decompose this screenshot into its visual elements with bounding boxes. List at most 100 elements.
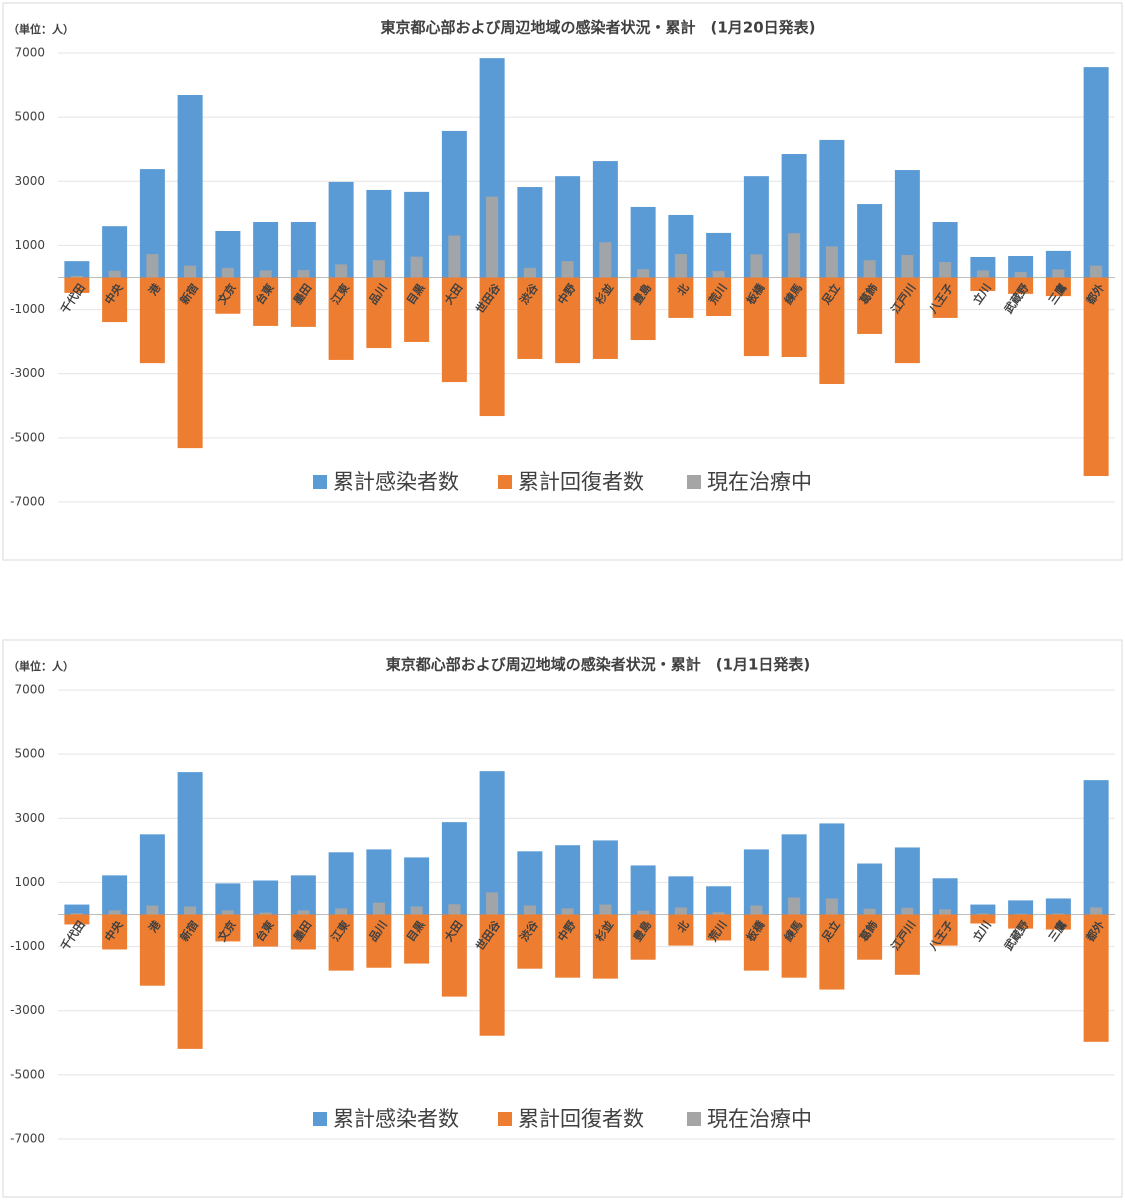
- y-tick-label: 5000: [14, 747, 45, 761]
- bar: [517, 851, 543, 915]
- bar: [259, 912, 272, 915]
- legend-swatch: [687, 1112, 701, 1126]
- bar: [1045, 914, 1071, 930]
- y-tick-label: 7000: [14, 683, 45, 697]
- bar: [1052, 913, 1065, 915]
- bar: [1008, 914, 1034, 929]
- bar: [894, 914, 920, 975]
- bar: [290, 875, 316, 915]
- bar: [750, 254, 763, 278]
- bar: [441, 822, 467, 915]
- chart-title: 東京都心部および周辺地域の感染者状況・累計 (1月1日発表): [386, 656, 811, 674]
- bar: [70, 913, 83, 915]
- legend-swatch: [313, 1112, 327, 1126]
- bar: [404, 857, 430, 915]
- legend-swatch: [498, 475, 512, 489]
- y-tick-label: -7000: [10, 1132, 45, 1146]
- bar: [328, 181, 354, 278]
- bar: [410, 256, 423, 278]
- bar: [221, 910, 234, 915]
- bar: [328, 277, 354, 360]
- y-tick-label: 1000: [14, 238, 45, 252]
- bar: [517, 277, 543, 359]
- bar: [894, 847, 920, 915]
- bar: [1090, 265, 1103, 278]
- bar: [146, 905, 159, 915]
- bar: [939, 262, 952, 278]
- bar: [108, 270, 121, 278]
- y-tick-label: 7000: [14, 46, 45, 60]
- bar: [146, 254, 159, 278]
- bar: [1090, 907, 1103, 915]
- bar: [366, 914, 392, 968]
- bar: [64, 904, 90, 915]
- bar: [863, 260, 876, 278]
- bar: [599, 242, 612, 278]
- bar: [215, 883, 241, 915]
- bar: [863, 908, 876, 915]
- bar: [1008, 256, 1034, 278]
- bar: [1008, 277, 1034, 294]
- bar: [1083, 780, 1109, 915]
- bar: [335, 264, 348, 278]
- legend-label: 累計回復者数: [518, 470, 644, 494]
- y-tick-label: 1000: [14, 875, 45, 889]
- bar: [64, 277, 90, 293]
- bar: [410, 906, 423, 915]
- bar: [139, 914, 165, 986]
- bar: [372, 260, 385, 278]
- legend-label: 累計感染者数: [333, 470, 459, 494]
- bar: [781, 277, 807, 358]
- bar: [592, 840, 618, 915]
- legend-label: 累計回復者数: [518, 1107, 644, 1131]
- bar: [1014, 913, 1027, 915]
- chart-title: 東京都心部および周辺地域の感染者状況・累計 (1月20日発表): [380, 19, 815, 37]
- bar: [215, 277, 241, 314]
- legend-swatch: [498, 1112, 512, 1126]
- bar: [970, 277, 996, 291]
- bar: [102, 226, 128, 278]
- bar: [64, 261, 90, 278]
- y-tick-label: -3000: [10, 1003, 45, 1017]
- bar: [668, 914, 694, 946]
- legend-swatch: [687, 475, 701, 489]
- bar: [706, 232, 732, 278]
- bar: [1083, 914, 1109, 1042]
- bar: [637, 269, 650, 278]
- bar: [1014, 272, 1027, 278]
- bar: [781, 914, 807, 978]
- bar: [366, 277, 392, 349]
- bar: [712, 271, 725, 278]
- bar: [184, 265, 197, 278]
- y-tick-label: -5000: [10, 1067, 45, 1081]
- bar: [743, 277, 769, 357]
- bar: [259, 270, 272, 278]
- bar: [706, 914, 732, 941]
- bar: [819, 914, 845, 990]
- bar: [750, 905, 763, 915]
- bar: [253, 880, 279, 915]
- bar: [1083, 67, 1109, 278]
- bar: [70, 275, 83, 278]
- bar: [517, 187, 543, 278]
- bar: [102, 914, 128, 950]
- bar: [630, 277, 656, 341]
- bar: [668, 277, 694, 318]
- bar: [674, 907, 687, 915]
- bar: [637, 910, 650, 915]
- legend-label: 現在治療中: [707, 1107, 812, 1131]
- bar: [901, 907, 914, 915]
- legend-label: 累計感染者数: [333, 1107, 459, 1131]
- y-tick-label: -1000: [10, 939, 45, 953]
- bar: [555, 845, 581, 915]
- bar: [177, 914, 203, 1049]
- bar: [177, 95, 203, 278]
- y-tick-label: 3000: [14, 811, 45, 825]
- bar: [857, 863, 883, 915]
- bar: [712, 912, 725, 915]
- bar: [486, 892, 499, 915]
- bar: [901, 255, 914, 278]
- bar: [599, 904, 612, 915]
- bar: [788, 233, 801, 278]
- bar: [1045, 898, 1071, 915]
